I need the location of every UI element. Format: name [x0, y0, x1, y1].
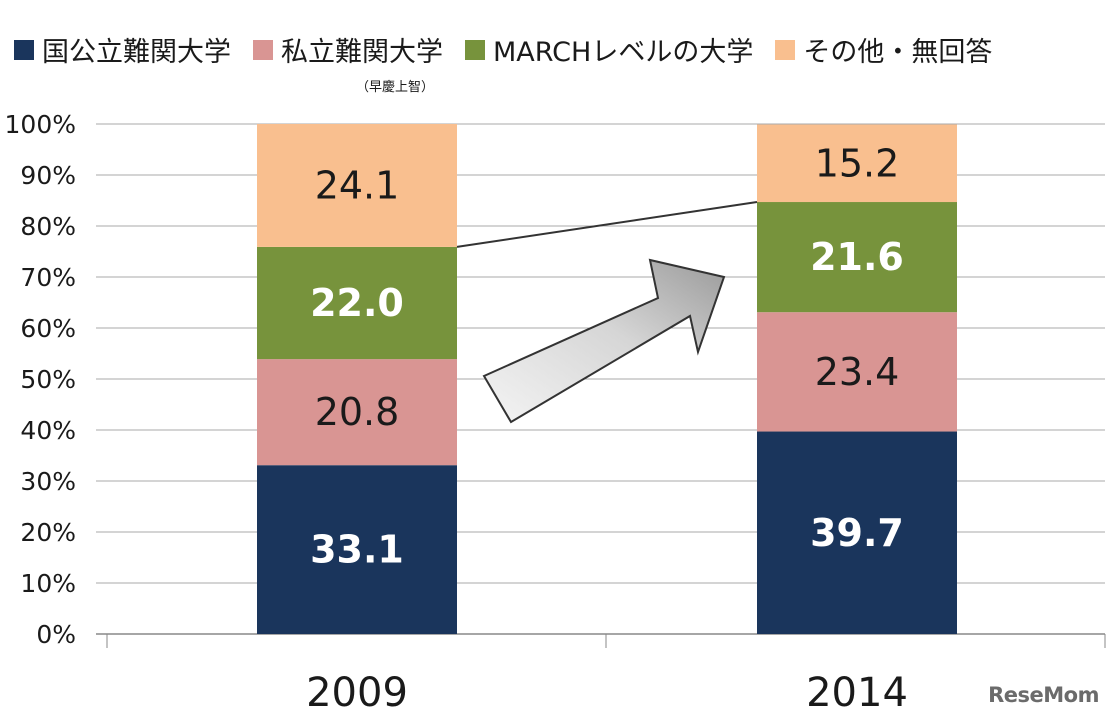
legend-swatch-national-public: [14, 39, 34, 60]
y-tick-label: 30%: [20, 467, 76, 496]
data-label: 33.1: [310, 528, 404, 572]
y-tick-label: 80%: [20, 212, 76, 241]
legend: 国公立難関大学 私立難関大学 MARCHレベルの大学 その他・無回答: [14, 30, 992, 69]
legend-swatch-march: [465, 39, 485, 60]
data-label: 39.7: [810, 511, 904, 555]
bar-segment-2009-0: [257, 465, 457, 634]
data-label: 24.1: [315, 163, 400, 207]
data-label: 22.0: [310, 281, 404, 325]
y-tick-label: 50%: [20, 365, 76, 394]
bar-segment-2014-1: [757, 312, 957, 432]
y-tick-label: 0%: [36, 620, 76, 649]
data-label: 20.8: [315, 390, 400, 434]
bar-segment-2009-2: [257, 246, 457, 360]
legend-item-other: その他・無回答: [775, 30, 992, 69]
legend-item-march: MARCHレベルの大学: [465, 30, 753, 69]
bar-segment-2014-0: [757, 431, 957, 634]
y-tick-label: 100%: [5, 110, 76, 139]
bar-segment-2009-3: [257, 124, 457, 247]
legend-label-private-difficult: 私立難関大学: [281, 37, 443, 68]
y-tick-label: 70%: [20, 263, 76, 292]
legend-label-march: MARCHレベルの大学: [493, 37, 754, 68]
bar-segment-2014-2: [757, 202, 957, 313]
legend-item-national-public: 国公立難関大学: [14, 30, 231, 69]
legend-subnote: （早慶上智）: [356, 80, 435, 95]
x-tick-label: 2009: [306, 670, 408, 716]
data-label: 15.2: [815, 141, 900, 185]
data-label: 23.4: [815, 350, 900, 394]
trend-arrow-icon: [482, 258, 726, 424]
y-tick-label: 60%: [20, 314, 76, 343]
data-label: 21.6: [810, 235, 904, 279]
legend-swatch-private-difficult: [253, 39, 273, 60]
connector-line: [456, 201, 758, 248]
y-tick-label: 20%: [20, 518, 76, 547]
legend-label-national-public: 国公立難関大学: [42, 37, 231, 68]
y-tick-label: 90%: [20, 161, 76, 190]
legend-item-private-difficult: 私立難関大学: [253, 30, 443, 69]
x-tick-label: 2014: [806, 670, 908, 716]
bar-segment-2009-1: [257, 359, 457, 466]
legend-swatch-other: [775, 39, 796, 60]
y-tick-label: 40%: [20, 416, 76, 445]
legend-label-other: その他・無回答: [803, 37, 993, 68]
y-tick-label: 10%: [20, 569, 76, 598]
watermark-logo: ReseMom: [988, 683, 1099, 707]
bar-segment-2014-3: [757, 124, 957, 203]
